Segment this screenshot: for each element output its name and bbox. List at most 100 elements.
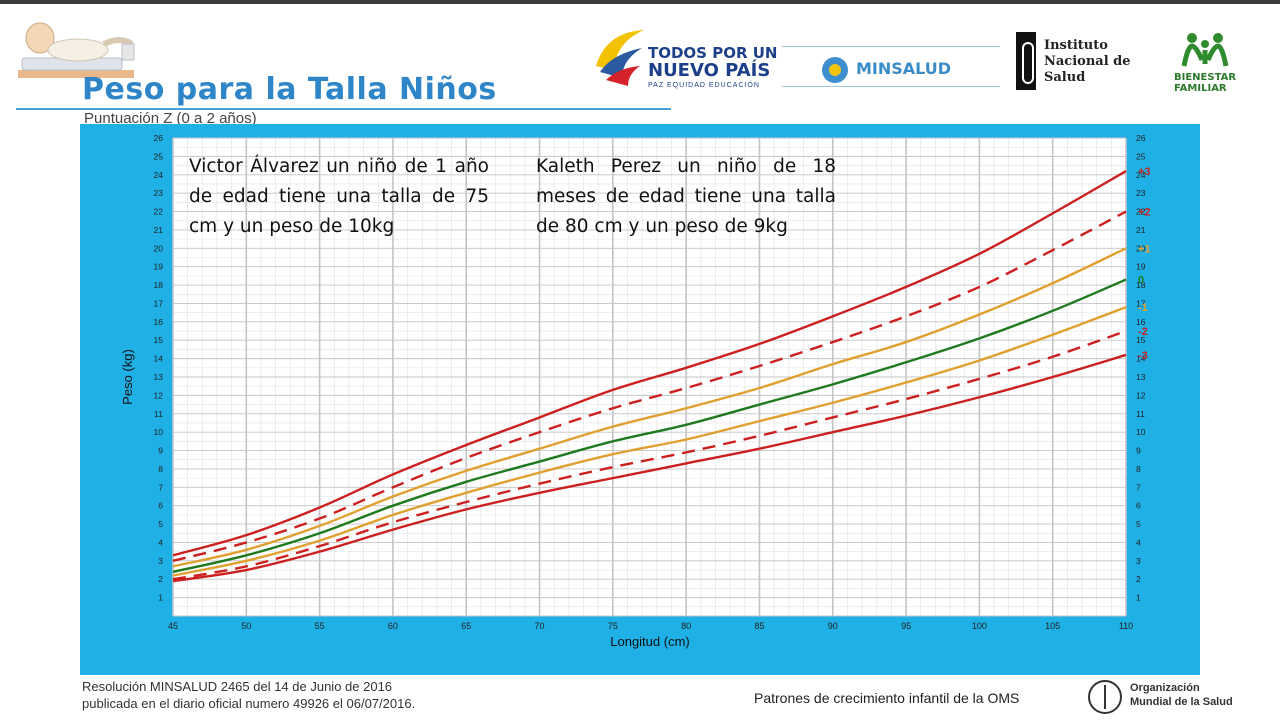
y-tick-label-left: 7 — [158, 482, 163, 492]
y-tick-label-left: 14 — [154, 354, 164, 364]
x-tick-label: 65 — [461, 621, 471, 631]
z-score-label: -2 — [1138, 326, 1148, 338]
bienestar-line1: BIENESTAR — [1174, 72, 1237, 83]
y-tick-label-left: 6 — [158, 501, 163, 511]
z-score-label: -3 — [1138, 350, 1148, 362]
y-tick-label-left: 23 — [154, 188, 164, 198]
x-tick-label: 70 — [535, 621, 545, 631]
x-tick-label: 110 — [1119, 621, 1133, 631]
z-score-label: +3 — [1138, 166, 1151, 178]
series-layer — [172, 170, 1127, 583]
y-tick-label-right: 4 — [1136, 537, 1141, 547]
series-line-zplus2 — [172, 210, 1127, 563]
y-tick-label-right: 24 — [1136, 170, 1146, 180]
y-tick-label-right: 13 — [1136, 372, 1146, 382]
bienestar-line2: FAMILIAR — [1174, 83, 1227, 94]
x-tick-label: 55 — [315, 621, 325, 631]
minsalud-rule-bottom — [782, 86, 1000, 87]
top-bar — [0, 0, 1280, 4]
x-tick-label: 80 — [681, 621, 691, 631]
y-tick-label-left: 9 — [158, 446, 163, 456]
x-tick-label: 45 — [168, 621, 178, 631]
y-tick-label-right: 23 — [1136, 188, 1146, 198]
y-tick-label-left: 11 — [154, 409, 163, 419]
oms-logo: Organización Mundial de la Salud — [1088, 678, 1278, 716]
ins-emblem-icon — [1016, 32, 1036, 90]
y-ticks-right: 1234567891011121314151617181920212223242… — [1136, 133, 1146, 603]
y-tick-label-left: 18 — [154, 280, 164, 290]
y-tick-label-right: 5 — [1136, 519, 1141, 529]
colombia-flag-swoosh-icon — [596, 30, 644, 86]
footer-line2: publicada en el diario oficial numero 49… — [82, 696, 416, 711]
page-subtitle: Puntuación Z (0 a 2 años) — [84, 110, 257, 127]
title-underline — [16, 108, 671, 110]
x-tick-label: 50 — [241, 621, 251, 631]
footer-oms-text: Patrones de crecimiento infantil de la O… — [754, 690, 1020, 706]
y-tick-label-right: 16 — [1136, 317, 1146, 327]
y-tick-label-left: 12 — [154, 390, 164, 400]
minsalud-rule-top — [782, 46, 1000, 47]
y-tick-label-left: 3 — [158, 556, 163, 566]
x-tick-label: 85 — [754, 621, 764, 631]
todos-line3: PAZ EQUIDAD EDUCACIÓN — [648, 82, 760, 89]
y-tick-label-right: 17 — [1136, 298, 1146, 308]
ins-line1: Instituto — [1044, 38, 1108, 53]
weight-for-length-chart: 1234567891011121314151617181920212223242… — [120, 133, 1151, 649]
y-ticks-left: 1234567891011121314151617181920212223242… — [154, 133, 164, 603]
x-tick-label: 75 — [608, 621, 618, 631]
z-score-label: -1 — [1138, 302, 1148, 314]
y-tick-label-right: 8 — [1136, 464, 1141, 474]
y-tick-label-left: 26 — [154, 133, 164, 143]
y-tick-label-left: 2 — [158, 574, 163, 584]
y-tick-label-left: 24 — [154, 170, 164, 180]
slide-header: Peso para la Talla Niños Puntuación Z (0… — [0, 4, 1280, 127]
y-tick-label-right: 18 — [1136, 280, 1146, 290]
y-tick-label-right: 20 — [1136, 243, 1146, 253]
y-tick-label-left: 13 — [154, 372, 164, 382]
y-tick-label-right: 15 — [1136, 335, 1146, 345]
y-tick-label-left: 20 — [154, 243, 164, 253]
y-tick-label-left: 15 — [154, 335, 164, 345]
ins-line2: Nacional de — [1044, 54, 1131, 69]
y-tick-label-right: 1 — [1136, 593, 1141, 603]
series-line-z0 — [172, 278, 1127, 574]
growth-chart-frame: 1 2 3 4 5 6 7 8 9 10 11 12 13 14 15 16 17 18 19 20 21 22 23 24 2… — [80, 124, 1200, 675]
z-score-labels: +3 +2 +1 0 -1 -2 -3 — [1138, 166, 1151, 362]
y-tick-label-right: 3 — [1136, 556, 1141, 566]
y-tick-label-right: 19 — [1136, 262, 1146, 272]
y-tick-label-right: 22 — [1136, 207, 1146, 217]
footer-line1: Resolución MINSALUD 2465 del 14 de Junio… — [82, 679, 393, 694]
y-tick-label-left: 8 — [158, 464, 163, 474]
annotation-victor: Victor Álvarez un niño de 1 año de edad … — [189, 156, 489, 237]
x-tick-label: 60 — [388, 621, 398, 631]
y-tick-label-right: 25 — [1136, 151, 1146, 161]
oms-line1: Organización — [1130, 682, 1200, 694]
oms-line2: Mundial de la Salud — [1130, 696, 1233, 708]
series-line-zplus3 — [172, 170, 1127, 557]
family-figures-icon — [1181, 33, 1229, 67]
colombia-seal-icon — [822, 57, 848, 83]
todos-line1: TODOS POR UN — [648, 44, 778, 62]
y-tick-label-right: 2 — [1136, 574, 1141, 584]
series-line-zplus1 — [172, 247, 1127, 568]
y-tick-label-left: 21 — [154, 225, 164, 235]
x-axis-label: Longitud (cm) — [610, 634, 689, 649]
series-line-zminus1 — [172, 306, 1127, 577]
y-tick-label-left: 25 — [154, 151, 164, 161]
y-tick-label-left: 1 — [158, 593, 163, 603]
series-line-zminus3 — [172, 353, 1127, 583]
y-tick-label-right: 6 — [1136, 501, 1141, 511]
x-tick-label: 90 — [828, 621, 838, 631]
y-tick-label-left: 22 — [154, 207, 164, 217]
y-tick-label-right: 26 — [1136, 133, 1146, 143]
bienestar-familiar-logo: BIENESTAR FAMILIAR — [1172, 30, 1242, 94]
instituto-nacional-salud-logo: Instituto Nacional de Salud — [1016, 30, 1166, 94]
y-tick-label-left: 16 — [154, 317, 164, 327]
y-tick-label-right: 9 — [1136, 446, 1141, 456]
y-tick-label-left: 17 — [154, 298, 164, 308]
todos-por-un-nuevo-pais-logo: TODOS POR UN NUEVO PAÍS PAZ EQUIDAD EDUC… — [592, 26, 777, 92]
page-title: Peso para la Talla Niños — [82, 72, 497, 107]
x-tick-label: 105 — [1045, 621, 1060, 631]
z-score-label: 0 — [1138, 275, 1144, 287]
minsalud-text: MINSALUD — [856, 59, 952, 78]
